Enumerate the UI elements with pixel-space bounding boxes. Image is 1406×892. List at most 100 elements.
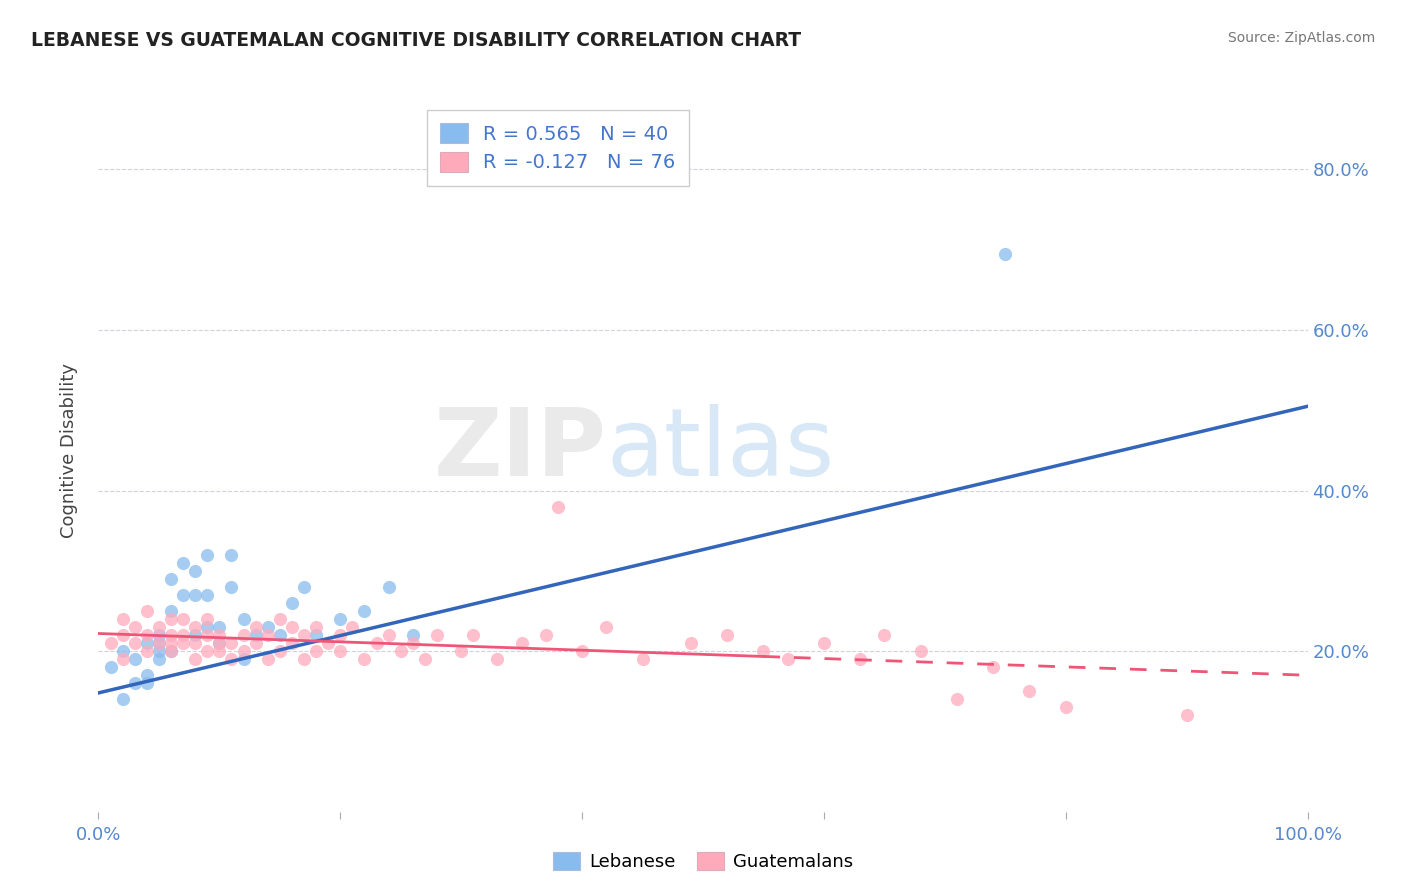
Point — [160, 644, 183, 658]
Point — [172, 588, 194, 602]
Point — [195, 620, 218, 634]
Point — [172, 556, 194, 570]
Point — [813, 636, 835, 650]
Point — [463, 628, 485, 642]
Point — [873, 628, 896, 642]
Point — [221, 652, 243, 666]
Point — [679, 636, 702, 650]
Point — [329, 612, 352, 626]
Point — [111, 612, 134, 626]
Point — [292, 628, 315, 642]
Point — [111, 644, 134, 658]
Point — [148, 636, 170, 650]
Text: Source: ZipAtlas.com: Source: ZipAtlas.com — [1227, 31, 1375, 45]
Point — [1018, 684, 1040, 698]
Point — [135, 668, 157, 682]
Point — [281, 596, 304, 610]
Point — [450, 644, 472, 658]
Point — [232, 628, 254, 642]
Point — [377, 628, 399, 642]
Point — [534, 628, 557, 642]
Point — [245, 628, 267, 642]
Point — [135, 628, 157, 642]
Text: ZIP: ZIP — [433, 404, 606, 497]
Point — [1054, 700, 1077, 714]
Point — [269, 612, 291, 626]
Text: LEBANESE VS GUATEMALAN COGNITIVE DISABILITY CORRELATION CHART: LEBANESE VS GUATEMALAN COGNITIVE DISABIL… — [31, 31, 801, 50]
Point — [486, 652, 509, 666]
Point — [124, 620, 146, 634]
Point — [426, 628, 449, 642]
Point — [413, 652, 436, 666]
Y-axis label: Cognitive Disability: Cognitive Disability — [59, 363, 77, 538]
Point — [256, 628, 278, 642]
Point — [208, 628, 231, 642]
Point — [111, 628, 134, 642]
Point — [100, 636, 122, 650]
Point — [595, 620, 617, 634]
Point — [716, 628, 738, 642]
Point — [160, 644, 183, 658]
Point — [329, 644, 352, 658]
Point — [111, 652, 134, 666]
Point — [221, 636, 243, 650]
Point — [256, 620, 278, 634]
Point — [184, 564, 207, 578]
Legend: R = 0.565   N = 40, R = -0.127   N = 76: R = 0.565 N = 40, R = -0.127 N = 76 — [427, 110, 689, 186]
Point — [269, 628, 291, 642]
Point — [195, 588, 218, 602]
Point — [281, 620, 304, 634]
Point — [135, 604, 157, 618]
Point — [100, 660, 122, 674]
Point — [269, 644, 291, 658]
Point — [135, 644, 157, 658]
Point — [124, 636, 146, 650]
Point — [160, 628, 183, 642]
Point — [148, 636, 170, 650]
Point — [1175, 708, 1198, 723]
Point — [172, 636, 194, 650]
Point — [342, 620, 364, 634]
Point — [292, 580, 315, 594]
Point — [910, 644, 932, 658]
Point — [124, 676, 146, 690]
Point — [195, 644, 218, 658]
Point — [184, 620, 207, 634]
Point — [305, 620, 328, 634]
Point — [305, 644, 328, 658]
Point — [316, 636, 339, 650]
Legend: Lebanese, Guatemalans: Lebanese, Guatemalans — [546, 845, 860, 879]
Point — [547, 500, 569, 514]
Point — [148, 652, 170, 666]
Point — [160, 572, 183, 586]
Point — [148, 628, 170, 642]
Point — [172, 628, 194, 642]
Point — [111, 692, 134, 706]
Text: atlas: atlas — [606, 404, 835, 497]
Point — [353, 652, 375, 666]
Point — [232, 644, 254, 658]
Point — [221, 548, 243, 562]
Point — [377, 580, 399, 594]
Point — [776, 652, 799, 666]
Point — [305, 628, 328, 642]
Point — [208, 636, 231, 650]
Point — [353, 604, 375, 618]
Point — [160, 604, 183, 618]
Point — [184, 628, 207, 642]
Point — [366, 636, 388, 650]
Point — [402, 636, 425, 650]
Point — [148, 644, 170, 658]
Point — [329, 628, 352, 642]
Point — [292, 652, 315, 666]
Point — [148, 620, 170, 634]
Point — [184, 636, 207, 650]
Point — [232, 652, 254, 666]
Point — [402, 628, 425, 642]
Point — [510, 636, 533, 650]
Point — [752, 644, 775, 658]
Point — [946, 692, 969, 706]
Point — [571, 644, 593, 658]
Point — [281, 636, 304, 650]
Point — [981, 660, 1004, 674]
